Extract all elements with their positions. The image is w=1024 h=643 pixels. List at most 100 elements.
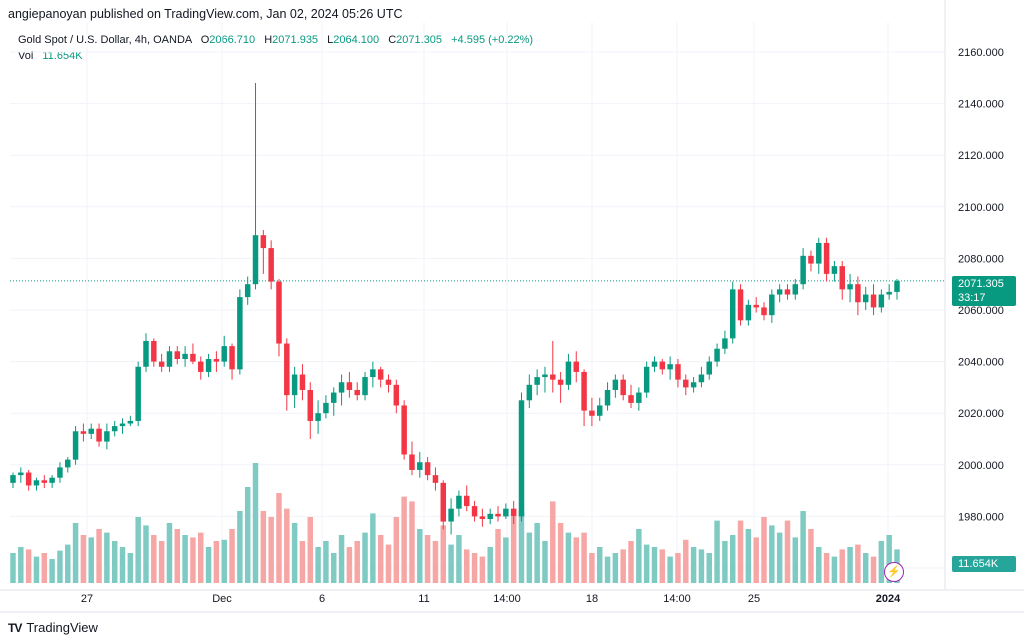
candle-body	[518, 400, 525, 517]
candle-body	[855, 284, 861, 303]
candle-body	[487, 513, 493, 519]
candle-body	[831, 266, 838, 274]
volume-bar	[338, 535, 345, 583]
candle-body	[800, 255, 806, 285]
volume-bar	[323, 541, 329, 583]
volume-bar	[49, 559, 55, 583]
candle-body	[432, 475, 439, 483]
candle-body	[221, 346, 227, 362]
candle-body	[299, 374, 306, 390]
low-label: L	[327, 34, 334, 46]
volume-bar	[550, 501, 556, 583]
candle-body	[651, 361, 658, 367]
volume-bar	[581, 532, 587, 583]
candle-body	[409, 454, 415, 470]
volume-bar	[800, 511, 806, 583]
volume-bar	[166, 523, 173, 583]
time-tick-label: 25	[748, 593, 760, 605]
candle-body	[174, 351, 181, 360]
volume-bar	[401, 496, 407, 583]
volume-row: Vol 11.654K	[18, 48, 533, 64]
volume-bar	[72, 523, 79, 583]
time-tick-label: 2024	[876, 593, 901, 605]
volume-bar	[432, 541, 439, 583]
chart-legend: Gold Spot / U.S. Dollar, 4h, OANDA O2066…	[18, 32, 533, 64]
volume-bar	[463, 549, 470, 583]
candle-body	[25, 472, 32, 486]
candle-body	[72, 431, 79, 460]
volume-bar	[268, 517, 274, 583]
candle-body	[573, 361, 579, 372]
candle-body	[151, 340, 157, 362]
candle-body	[393, 384, 400, 406]
high-label: H	[264, 34, 273, 46]
volume-bar	[471, 553, 478, 583]
candle-body	[346, 382, 353, 390]
candle-body	[213, 359, 220, 362]
candle-body	[18, 472, 24, 476]
candle-body	[268, 248, 274, 282]
symbol-name[interactable]: Gold Spot / U.S. Dollar, 4h, OANDA	[18, 34, 192, 46]
time-tick-label: 14:00	[663, 593, 691, 605]
time-tick-label: 27	[81, 593, 93, 605]
candle-body	[534, 377, 540, 385]
volume-bar	[636, 529, 642, 583]
price-tick-label: 2060.000	[958, 305, 1004, 317]
candle-body	[565, 361, 572, 385]
volume-bar	[417, 529, 423, 583]
volume-bar	[88, 537, 94, 583]
candle-body	[237, 297, 243, 370]
ohlc-row: Gold Spot / U.S. Dollar, 4h, OANDA O2066…	[18, 32, 533, 48]
volume-bar	[229, 529, 235, 583]
volume-bar	[276, 493, 282, 583]
volume-label[interactable]: Vol	[18, 50, 34, 62]
candle-body	[80, 431, 87, 434]
candle-body	[495, 513, 501, 517]
candle-body	[143, 340, 149, 367]
volume-bar	[315, 547, 321, 583]
volume-bar	[886, 535, 892, 583]
candle-body	[698, 374, 705, 383]
volume-bar	[18, 547, 24, 583]
candle-body	[745, 304, 752, 321]
volume-bar	[737, 520, 744, 583]
candle-body	[401, 405, 407, 455]
volume-bar	[714, 520, 720, 583]
volume-bar	[456, 535, 462, 583]
volume-bar	[252, 463, 259, 583]
candle-body	[463, 495, 470, 507]
volume-bar	[65, 544, 71, 583]
candle-body	[737, 289, 744, 321]
volume-bar	[104, 532, 110, 583]
current-price-badge: 2071.305 33:17	[952, 276, 1016, 306]
candle-body	[323, 402, 329, 414]
low-value: 2064.100	[333, 34, 380, 46]
close-value: 2071.305	[396, 34, 443, 46]
volume-bar	[808, 529, 814, 583]
volume-bar	[862, 553, 869, 583]
candle-body	[706, 361, 712, 375]
candle-body	[503, 508, 509, 517]
price-tick-label: 2000.000	[958, 460, 1004, 472]
volume-bar	[143, 525, 149, 583]
time-tick-label: 11	[418, 593, 429, 605]
volume-bar	[565, 532, 572, 583]
candle-body	[714, 348, 720, 362]
time-tick-label: 6	[319, 593, 325, 605]
candle-body	[526, 384, 533, 401]
candle-body	[628, 395, 634, 403]
candle-body	[377, 369, 384, 380]
volume-bar	[487, 547, 493, 583]
change-value: +4.595 (+0.22%)	[451, 34, 534, 46]
candle-body	[604, 389, 611, 406]
volume-bar	[628, 541, 634, 583]
candle-body	[808, 255, 814, 264]
flash-icon[interactable]: ⚡	[884, 562, 904, 582]
volume-bar	[620, 549, 626, 583]
candle-body	[847, 284, 853, 290]
volume-bar	[33, 556, 40, 583]
volume-badge: 11.654K	[952, 556, 1016, 572]
candle-body	[839, 266, 845, 290]
volume-bar	[784, 520, 791, 583]
